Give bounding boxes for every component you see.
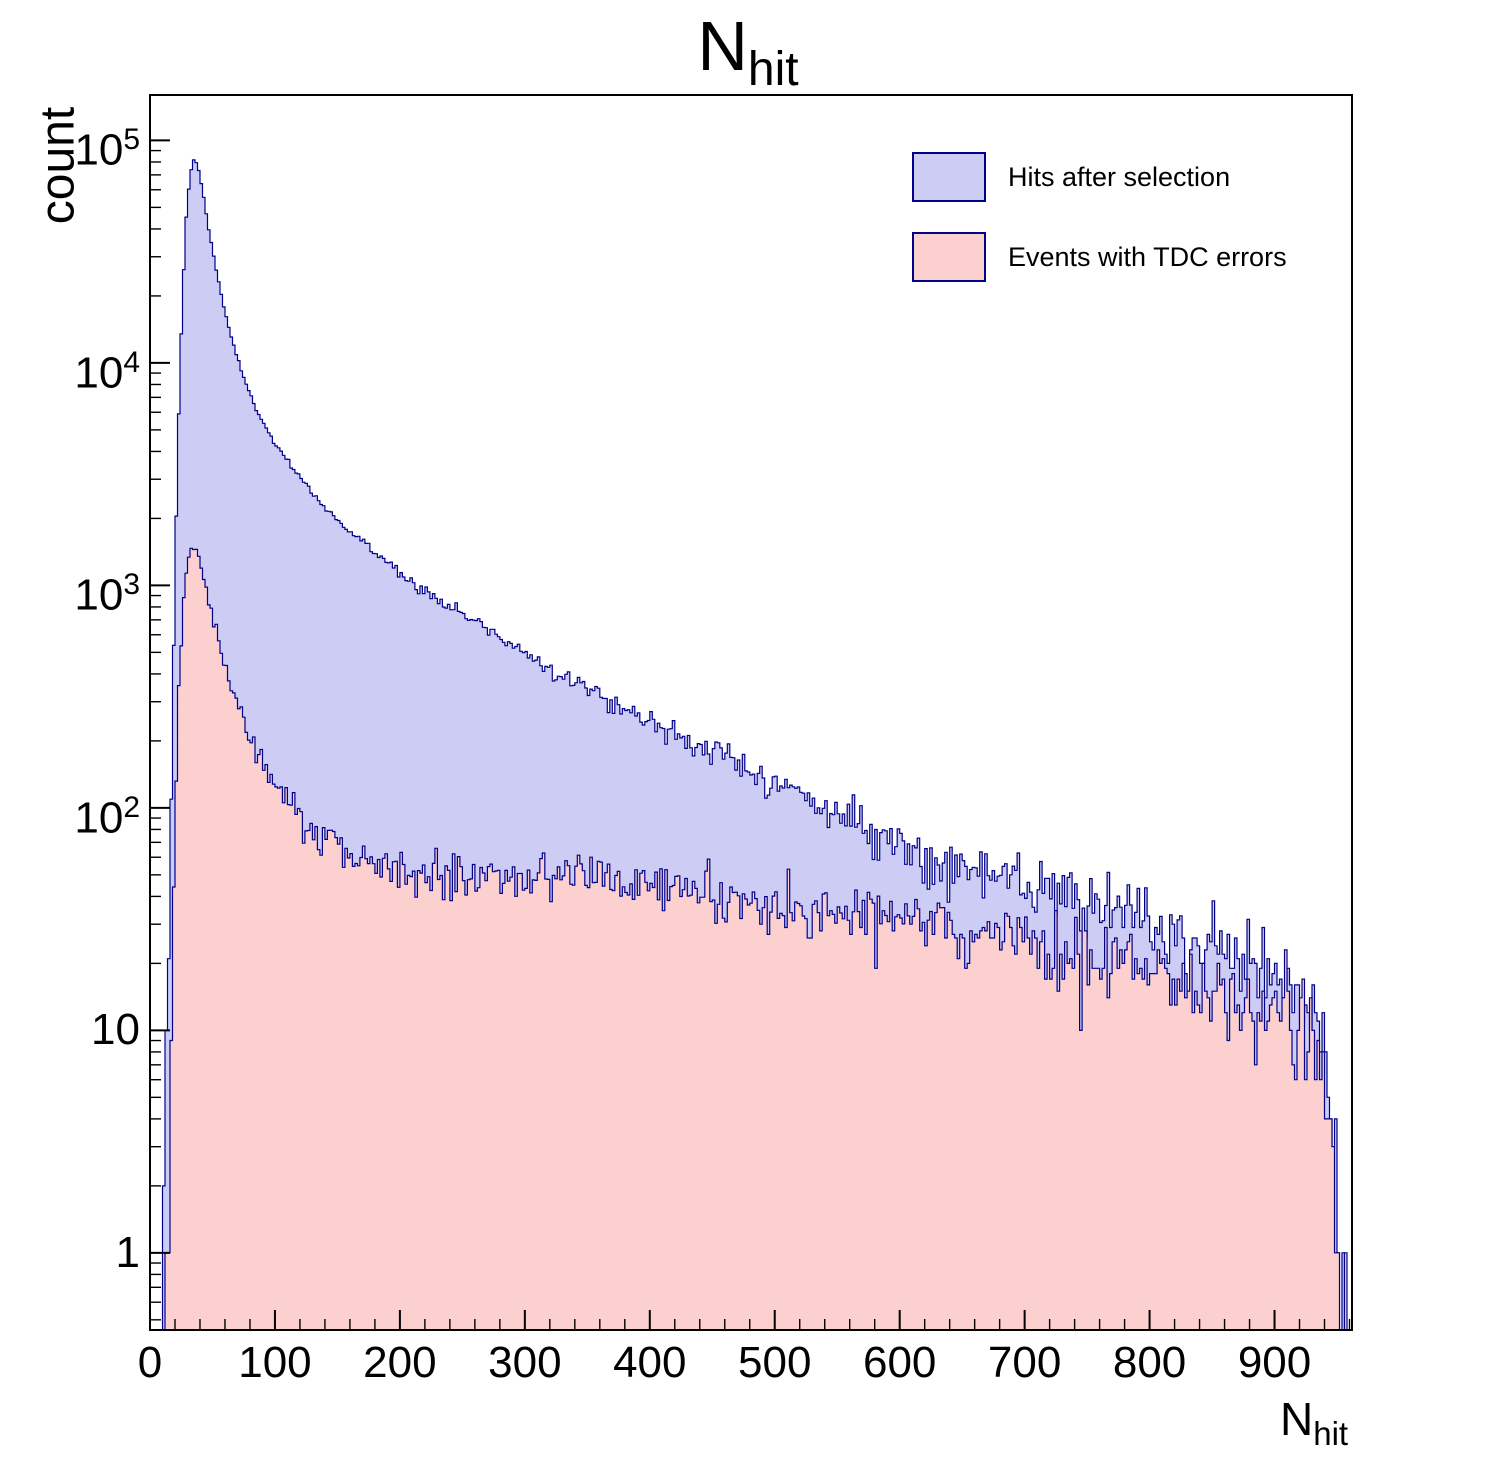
plot-frame — [149, 94, 1353, 1331]
y-tick-label-1e2: 102 — [74, 790, 140, 843]
y-tick-label-1e3: 103 — [74, 568, 140, 621]
x-tick-label-900: 900 — [1237, 1338, 1312, 1387]
histogram-events-with-tdc-errors — [164, 547, 1352, 1331]
x-tick-label-200: 200 — [363, 1338, 437, 1387]
axis-frame-layer — [149, 94, 1353, 1331]
y-tick-label-1e0: 1 — [115, 1227, 140, 1277]
y-tick-label-1e5: 105 — [74, 123, 140, 176]
y-tick-label-1e1: 10 — [91, 1005, 140, 1055]
y-tick-label-1e4: 104 — [74, 345, 140, 398]
x-tick-label-100: 100 — [238, 1338, 312, 1387]
chart-title-sub: hit — [747, 43, 799, 96]
x-tick-label-500: 500 — [738, 1338, 812, 1387]
legend-swatch-1 — [912, 232, 986, 282]
x-tick-label-400: 400 — [613, 1338, 687, 1387]
x-tick-label-600: 600 — [862, 1338, 937, 1387]
x-axis-label-sub: hit — [1313, 1415, 1349, 1453]
x-tick-label-700: 700 — [987, 1338, 1062, 1387]
x-axis-label: Nhit — [1280, 1392, 1348, 1453]
histogram-series-layer — [160, 159, 1352, 1331]
legend-entry-hits-after-selection: Hits after selection — [912, 150, 1230, 204]
x-tick-label-0: 0 — [137, 1338, 163, 1387]
x-axis-label-main: N — [1280, 1393, 1314, 1445]
chart-title-main: N — [697, 7, 748, 85]
x-tick-label-300: 300 — [488, 1338, 562, 1387]
x-tick-label-800: 800 — [1112, 1338, 1187, 1387]
legend-label-1: Events with TDC errors — [1008, 241, 1287, 272]
legend-swatch-0 — [912, 152, 986, 202]
legend-label-0: Hits after selection — [1008, 161, 1231, 192]
chart-title: Nhit — [0, 6, 1496, 110]
legend-entry-events-with-tdc-errors: Events with TDC errors — [912, 230, 1287, 284]
